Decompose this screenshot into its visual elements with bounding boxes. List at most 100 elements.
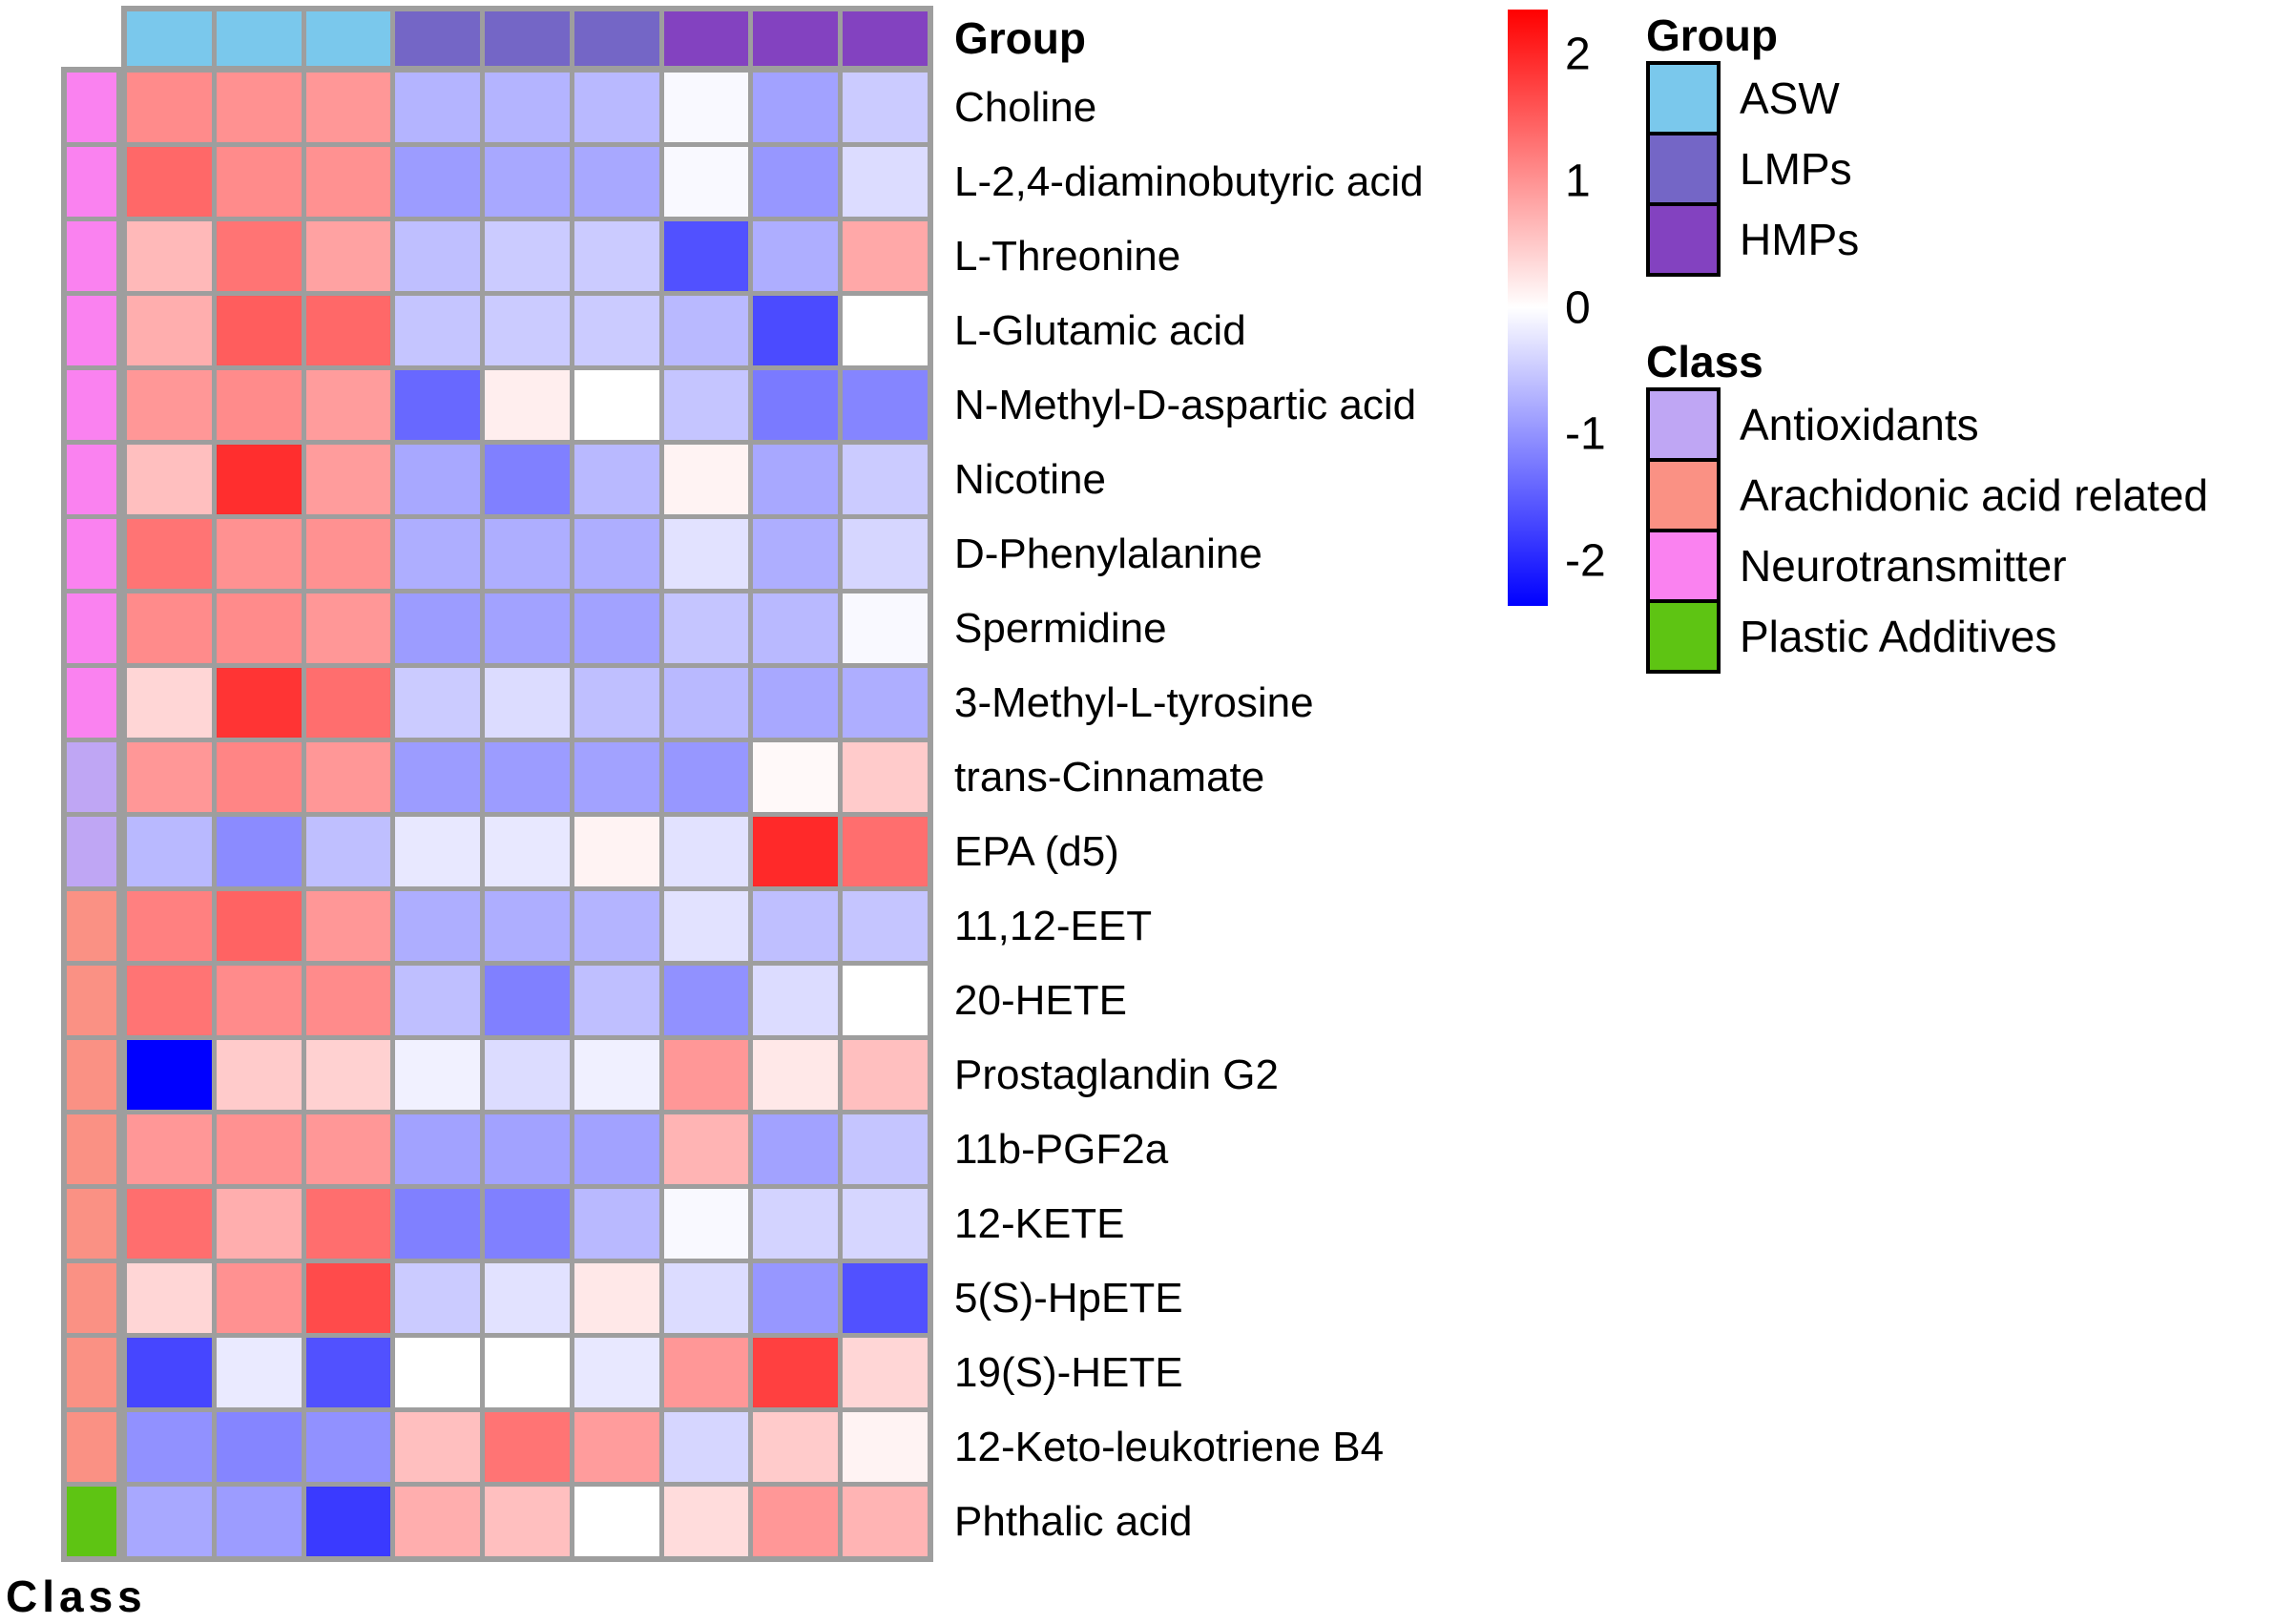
group-annotation-cell-asw bbox=[127, 11, 212, 66]
heatmap-cell bbox=[664, 147, 749, 217]
class-annotation-cell bbox=[67, 593, 116, 663]
heatmap-cell bbox=[306, 742, 391, 812]
heatmap-cell bbox=[217, 668, 302, 738]
heatmap-cell bbox=[306, 668, 391, 738]
heatmap-cell bbox=[485, 1189, 570, 1259]
heatmap-cell bbox=[127, 1114, 212, 1184]
heatmap-cell bbox=[306, 296, 391, 365]
heatmap-cell bbox=[306, 966, 391, 1035]
legend-group-label: HMPs bbox=[1740, 202, 1859, 277]
heatmap-cell bbox=[574, 817, 659, 886]
heatmap-cell bbox=[843, 296, 928, 365]
heatmap-cell bbox=[306, 593, 391, 663]
heatmap-cell bbox=[664, 891, 749, 961]
legend-group-label: ASW bbox=[1740, 61, 1840, 135]
heatmap-cell bbox=[485, 742, 570, 812]
legend-class-label: Neurotransmitter bbox=[1740, 529, 2067, 603]
heatmap-cell bbox=[664, 1040, 749, 1110]
heatmap-cell bbox=[127, 1338, 212, 1407]
colorbar-tick-label: -2 bbox=[1565, 535, 1606, 588]
heatmap-cell bbox=[127, 1040, 212, 1110]
row-label: 3-Methyl-L-tyrosine bbox=[954, 668, 1314, 738]
group-annotation-cell-lmps bbox=[574, 11, 659, 66]
heatmap-cell bbox=[395, 1487, 480, 1556]
heatmap-cell bbox=[306, 1263, 391, 1333]
heatmap-cell bbox=[395, 1189, 480, 1259]
heatmap-cell bbox=[485, 1487, 570, 1556]
row-class-annotation-strip bbox=[61, 67, 122, 1562]
heatmap-cell bbox=[395, 147, 480, 217]
heatmap-cell bbox=[574, 445, 659, 514]
heatmap-cell bbox=[217, 742, 302, 812]
heatmap-cell bbox=[574, 1189, 659, 1259]
heatmap-cell bbox=[753, 1114, 838, 1184]
legend-class-swatch bbox=[1646, 529, 1721, 603]
heatmap-cell bbox=[306, 1189, 391, 1259]
heatmap-cell bbox=[127, 73, 212, 142]
heatmap-cell bbox=[217, 519, 302, 589]
row-label: N-Methyl-D-aspartic acid bbox=[954, 370, 1416, 440]
group-annotation-cell-hmps bbox=[753, 11, 838, 66]
heatmap-cell bbox=[306, 445, 391, 514]
heatmap-cell bbox=[664, 593, 749, 663]
heatmap-cell bbox=[127, 593, 212, 663]
heatmap-cell bbox=[843, 593, 928, 663]
heatmap-cell bbox=[217, 445, 302, 514]
heatmap-cell bbox=[843, 73, 928, 142]
row-label: EPA (d5) bbox=[954, 817, 1119, 886]
heatmap-cell bbox=[127, 1189, 212, 1259]
heatmap-cell bbox=[395, 519, 480, 589]
heatmap-cell bbox=[574, 1412, 659, 1482]
legend-class-label: Plastic Additives bbox=[1740, 599, 2056, 674]
heatmap-cell bbox=[843, 817, 928, 886]
heatmap-matrix bbox=[121, 67, 933, 1562]
heatmap-cell bbox=[306, 1487, 391, 1556]
heatmap-cell bbox=[485, 966, 570, 1035]
colorbar-tick-label: 2 bbox=[1565, 28, 1591, 80]
heatmap-cell bbox=[485, 519, 570, 589]
heatmap-cell bbox=[843, 1338, 928, 1407]
heatmap-cell bbox=[485, 73, 570, 142]
heatmap-cell bbox=[664, 445, 749, 514]
row-label: Prostaglandin G2 bbox=[954, 1040, 1279, 1110]
heatmap-cell bbox=[664, 1338, 749, 1407]
heatmap-cell bbox=[127, 370, 212, 440]
heatmap-cell bbox=[664, 1487, 749, 1556]
heatmap-cell bbox=[753, 1040, 838, 1110]
class-annotation-cell bbox=[67, 1114, 116, 1184]
heatmap-cell bbox=[127, 966, 212, 1035]
heatmap-cell bbox=[217, 370, 302, 440]
row-label: L-2,4-diaminobutyric acid bbox=[954, 147, 1424, 217]
class-annotation-cell bbox=[67, 370, 116, 440]
heatmap-cell bbox=[306, 1114, 391, 1184]
heatmap-cell bbox=[217, 1040, 302, 1110]
legend-group-swatch bbox=[1646, 202, 1721, 277]
heatmap-cell bbox=[753, 668, 838, 738]
row-label: L-Threonine bbox=[954, 221, 1180, 291]
heatmap-cell bbox=[217, 593, 302, 663]
row-label: 12-Keto-leukotriene B4 bbox=[954, 1412, 1384, 1482]
row-label: trans-Cinnamate bbox=[954, 742, 1264, 812]
group-annotation-cell-hmps bbox=[843, 11, 928, 66]
heatmap-cell bbox=[485, 1040, 570, 1110]
heatmap-cell bbox=[843, 370, 928, 440]
heatmap-cell bbox=[127, 1412, 212, 1482]
heatmap-cell bbox=[395, 817, 480, 886]
group-annotation-cell-lmps bbox=[485, 11, 570, 66]
heatmap-cell bbox=[664, 519, 749, 589]
heatmap-cell bbox=[395, 1412, 480, 1482]
colorbar-gradient bbox=[1508, 10, 1548, 606]
heatmap-cell bbox=[485, 668, 570, 738]
heatmap-cell bbox=[306, 147, 391, 217]
heatmap-cell bbox=[485, 221, 570, 291]
heatmap-cell bbox=[127, 221, 212, 291]
legend-group-label: LMPs bbox=[1740, 132, 1852, 206]
heatmap-cell bbox=[306, 1338, 391, 1407]
class-annotation-cell bbox=[67, 1189, 116, 1259]
heatmap-cell bbox=[574, 147, 659, 217]
legend-group-swatch bbox=[1646, 61, 1721, 135]
heatmap-cell bbox=[574, 370, 659, 440]
heatmap-cell bbox=[306, 817, 391, 886]
class-annotation-cell bbox=[67, 1487, 116, 1556]
column-annotation-title: Group bbox=[954, 6, 1086, 72]
